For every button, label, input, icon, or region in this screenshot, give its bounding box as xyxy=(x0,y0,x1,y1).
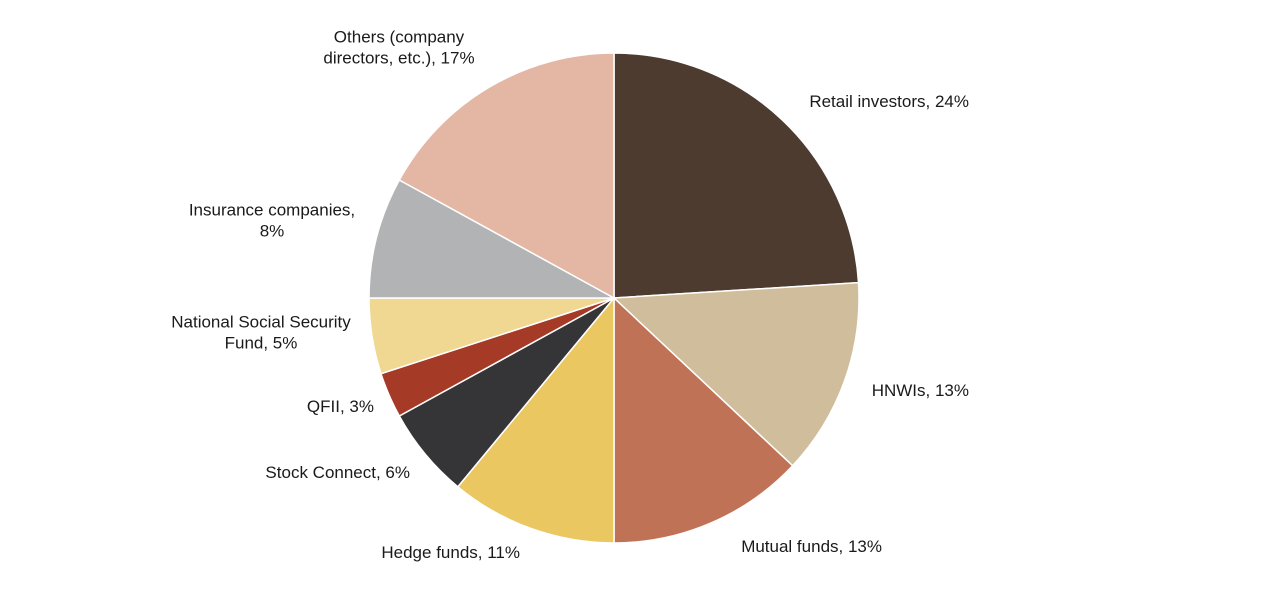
slice-label-line: QFII, 3% xyxy=(307,397,374,416)
slice-label: HNWIs, 13% xyxy=(872,381,969,400)
slice-label-line: Mutual funds, 13% xyxy=(741,537,882,556)
pie-slices xyxy=(368,52,860,544)
slice-label-line: Others (company xyxy=(334,28,465,47)
slice-label: Stock Connect, 6% xyxy=(265,463,410,482)
slice-label-line: directors, etc.), 17% xyxy=(323,49,474,68)
slice-label-line: Insurance companies, xyxy=(189,201,355,220)
slice-label: Others (company directors, etc.), 17% xyxy=(323,28,474,68)
pie-slice-retail-investors xyxy=(613,52,860,299)
slice-label-line: HNWIs, 13% xyxy=(872,381,969,400)
slice-label: Insurance companies, 8% xyxy=(189,201,355,241)
slice-label: National Social Security Fund, 5% xyxy=(171,313,351,353)
slice-label-line: Fund, 5% xyxy=(225,334,298,353)
slice-label: Mutual funds, 13% xyxy=(741,537,882,556)
slice-label-line: Hedge funds, 11% xyxy=(381,543,520,562)
slice-label: Hedge funds, 11% xyxy=(381,543,520,562)
pie-labels: Retail investors, 24% HNWIs, 13% Mutual fu… xyxy=(171,28,969,563)
pie-slice-hnwis xyxy=(612,281,860,467)
pie-slice-mutual-funds xyxy=(613,296,794,544)
slice-label-line: 8% xyxy=(260,222,285,241)
slice-label-line: Stock Connect, 6% xyxy=(265,463,410,482)
pie-slice-insurance-companies xyxy=(368,178,615,299)
slice-label-line: National Social Security xyxy=(171,313,351,332)
pie-slice-others-company-directors-etc xyxy=(398,52,615,300)
slice-label-line: Retail investors, 24% xyxy=(809,92,969,111)
pie-slice-hedge-funds xyxy=(456,295,615,544)
slice-label: Retail investors, 24% xyxy=(809,92,969,111)
slice-label: QFII, 3% xyxy=(307,397,374,416)
